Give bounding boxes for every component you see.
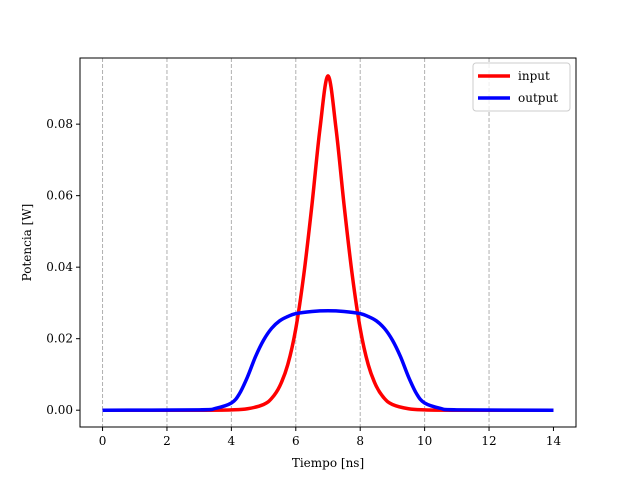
x-tick-label: 12	[481, 434, 496, 448]
y-tick-label: 0.04	[46, 260, 73, 274]
series-line-input	[102, 74, 554, 412]
y-tick-label: 0.08	[46, 117, 73, 131]
x-axis-label: Tiempo [ns]	[292, 456, 364, 470]
x-tick-label: 14	[546, 434, 562, 448]
y-axis-ticks: 0.00 0.02 0.04 0.06 0.08	[46, 117, 80, 417]
x-tick-label: 0	[99, 434, 107, 448]
grid-lines	[102, 58, 490, 427]
y-tick-label: 0.02	[46, 332, 73, 346]
x-tick-label: 4	[228, 434, 236, 448]
series-lines	[102, 74, 554, 412]
x-tick-label: 6	[292, 434, 300, 448]
plot-frame	[79, 57, 577, 428]
legend-label-input: input	[518, 69, 550, 83]
x-tick-label: 2	[163, 434, 171, 448]
x-tick-label: 8	[356, 434, 364, 448]
y-tick-label: 0.00	[46, 403, 73, 417]
x-axis-ticks: 0 2 4 6 8 10 12 14	[99, 427, 562, 448]
y-tick-label: 0.06	[46, 189, 73, 203]
y-axis-label: Potencia [W]	[20, 204, 34, 282]
legend: input output	[472, 62, 571, 112]
series-line-output	[102, 309, 554, 412]
legend-label-output: output	[518, 91, 558, 105]
x-tick-label: 10	[417, 434, 432, 448]
